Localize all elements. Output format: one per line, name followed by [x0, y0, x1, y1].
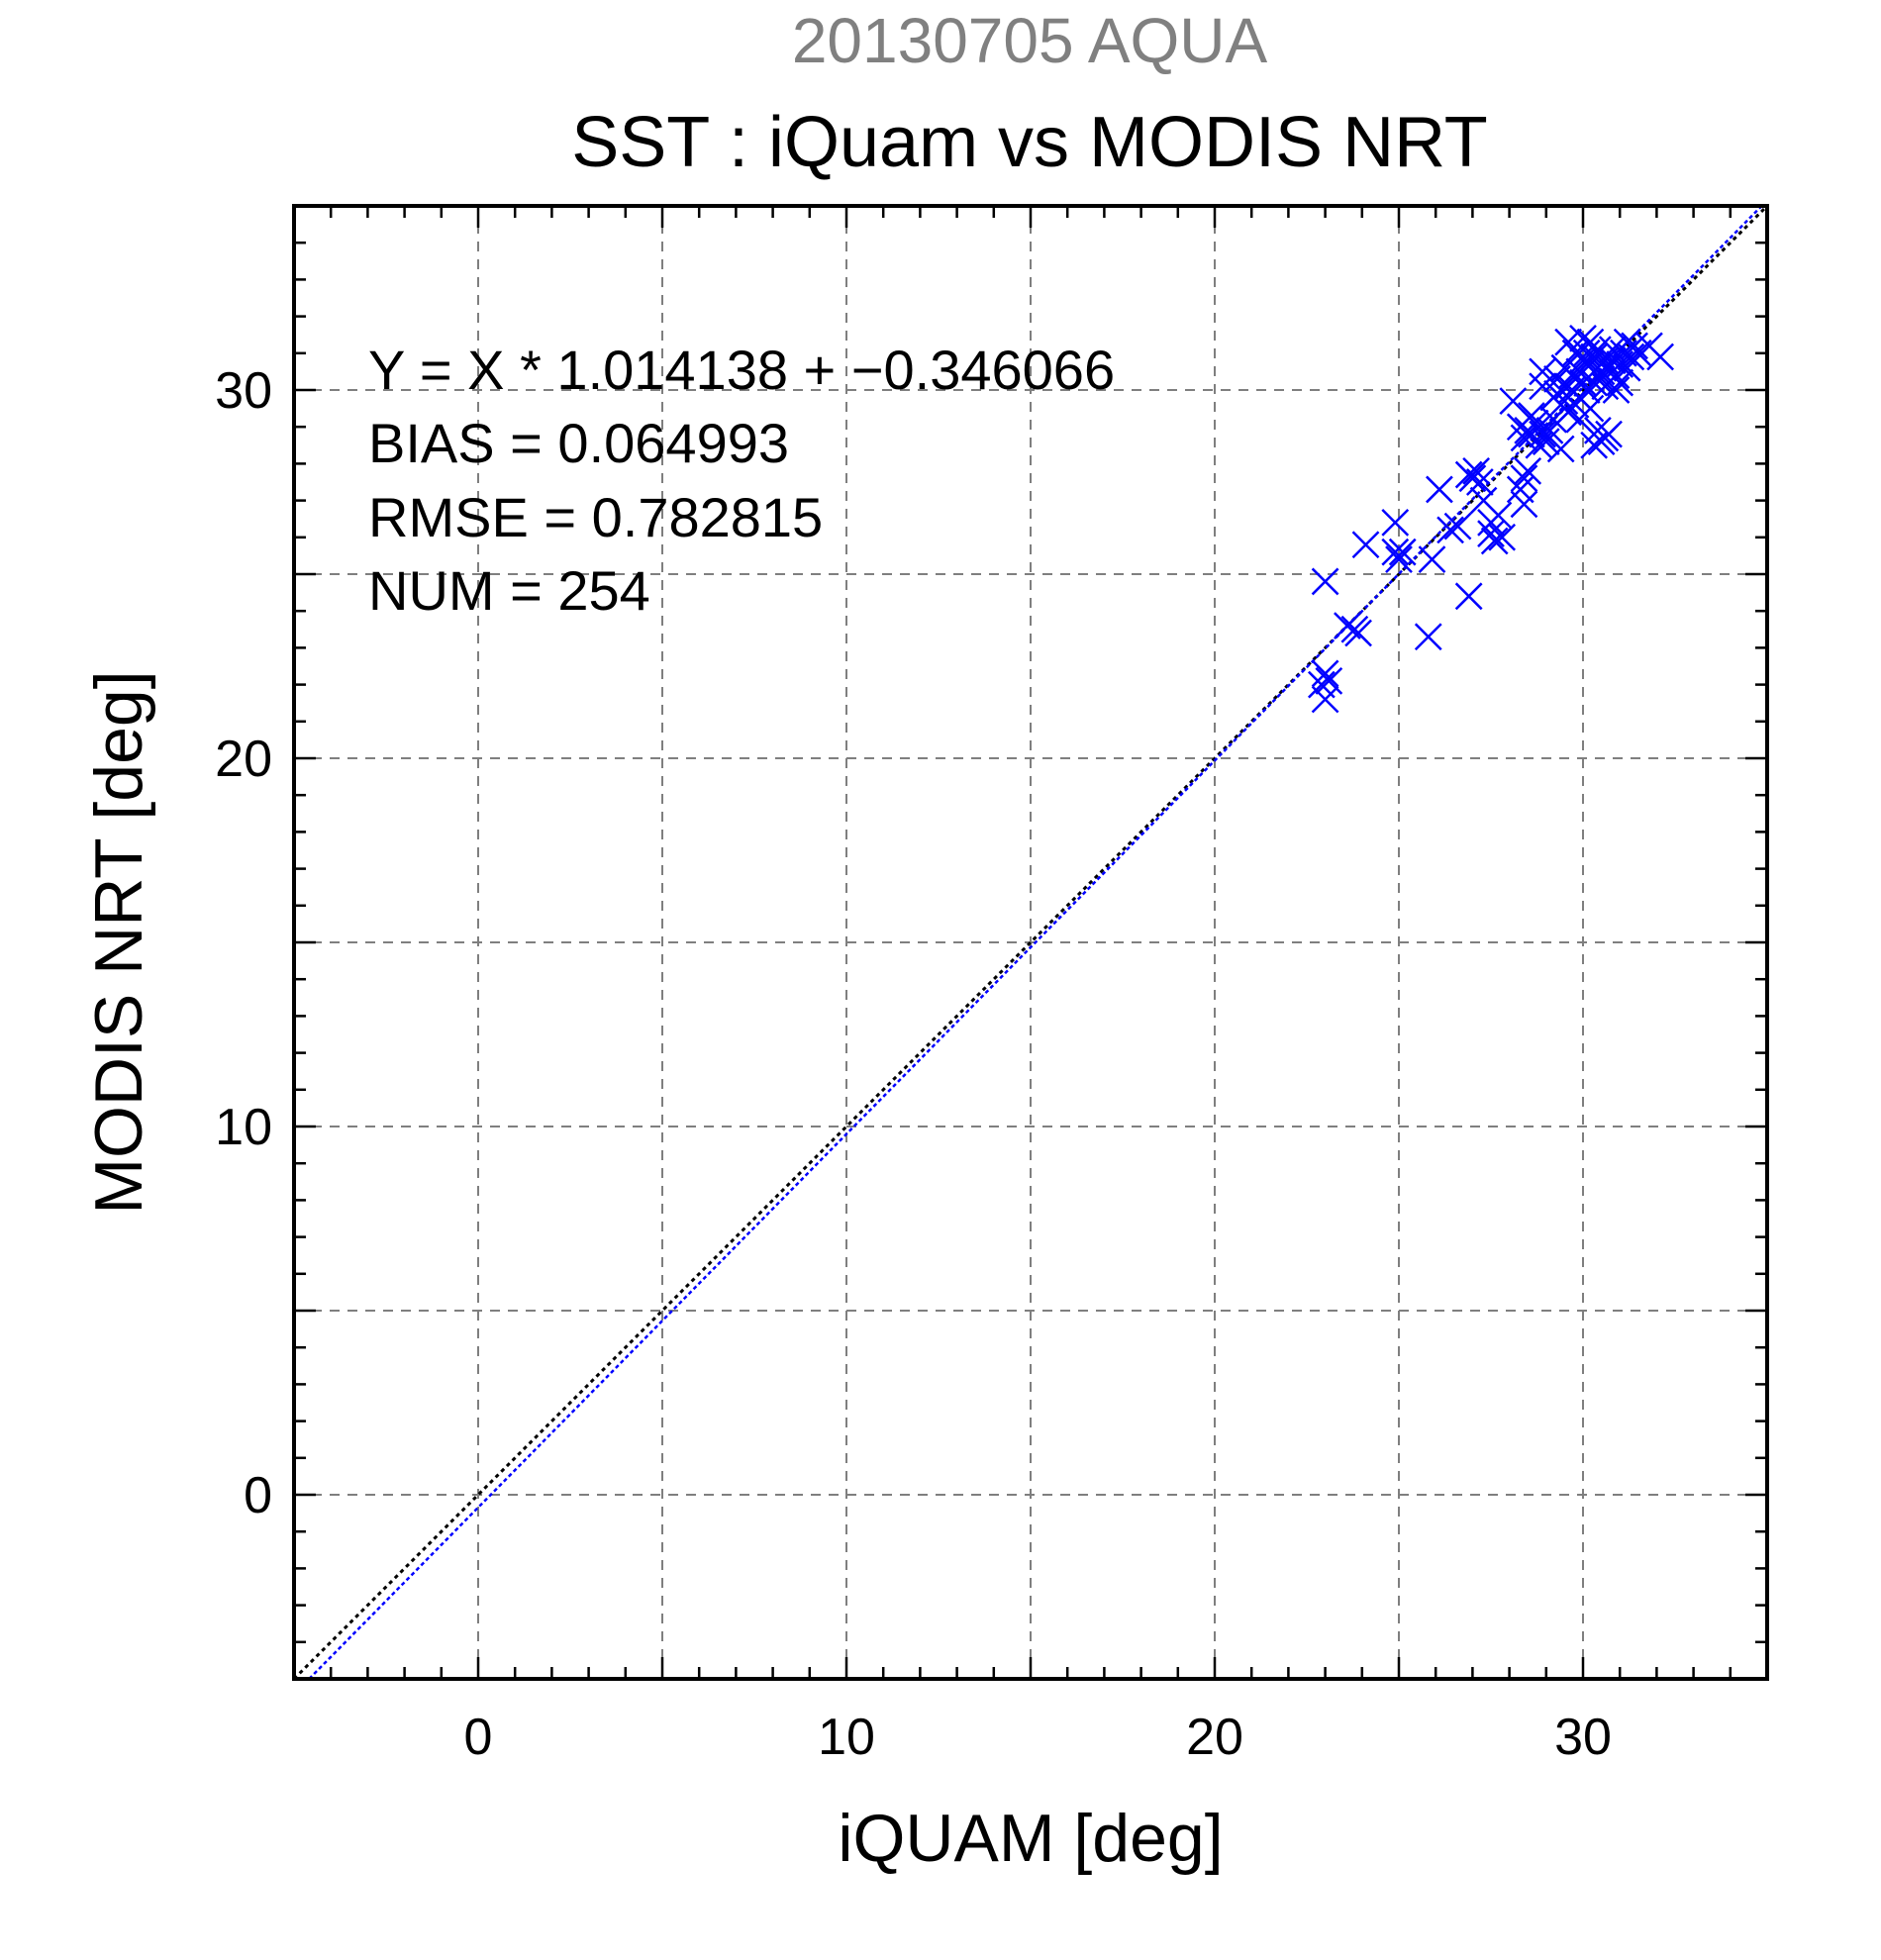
data-point: [1488, 523, 1517, 551]
data-point: [1532, 428, 1560, 455]
data-point: [1436, 516, 1464, 544]
data-point: [1315, 666, 1343, 695]
rmse-value: RMSE = 0.782815: [368, 486, 823, 548]
stats-box: Y = X * 1.014138 + −0.346066 BIAS = 0.06…: [368, 339, 1115, 622]
data-point: [1580, 431, 1609, 459]
data-point: [1514, 456, 1542, 485]
x-tick-label: 20: [1186, 1709, 1243, 1766]
data-point: [1477, 520, 1505, 547]
data-point: [1598, 346, 1627, 375]
data-point: [1543, 364, 1571, 393]
data-point: [1454, 582, 1483, 611]
data-point: [1546, 435, 1575, 463]
chart-title: SST : iQuam vs MODIS NRT: [571, 103, 1488, 182]
data-point: [1381, 538, 1410, 566]
y-axis-label: MODIS NRT [deg]: [81, 670, 156, 1214]
data-point: [1443, 512, 1472, 540]
data-point: [1388, 538, 1417, 566]
data-point: [1529, 420, 1556, 448]
data-point: [1458, 464, 1487, 493]
tick-labels: 0 0 10 10 20 20 30 30: [215, 362, 1612, 1766]
plot-frame: [292, 204, 1769, 1681]
fit-equation: Y = X * 1.014138 + −0.346066: [368, 339, 1115, 401]
data-point: [1311, 567, 1339, 596]
y-tick-label: 30: [215, 362, 272, 420]
data-point: [1385, 545, 1413, 574]
data-point: [1381, 509, 1410, 537]
data-point: [1621, 332, 1648, 360]
x-tick-label: 10: [818, 1709, 875, 1766]
data-point: [1510, 464, 1538, 493]
data-point: [1598, 336, 1627, 363]
data-point: [1311, 685, 1339, 714]
data-points: [1307, 325, 1675, 714]
regression-line: [308, 205, 1763, 1680]
y-tick-label: 10: [215, 1099, 272, 1156]
data-point: [1477, 509, 1505, 537]
data-point: [1529, 357, 1556, 386]
data-point: [1510, 424, 1538, 452]
data-point: [1414, 623, 1442, 651]
data-point: [1595, 420, 1623, 448]
data-point: [1569, 325, 1597, 352]
data-point: [1518, 402, 1545, 430]
data-point: [1539, 405, 1568, 434]
chart-supertitle: 20130705 AQUA: [792, 5, 1268, 76]
data-point: [1602, 376, 1631, 404]
y-tick-label: 0: [244, 1467, 272, 1524]
data-point: [1576, 394, 1605, 423]
data-point: [1587, 364, 1616, 393]
data-point: [1499, 387, 1528, 416]
data-point: [1646, 343, 1675, 371]
data-point: [1462, 456, 1491, 485]
data-point: [1576, 328, 1605, 356]
reference-lines: [292, 204, 1769, 1681]
data-point: [1591, 372, 1620, 401]
bias-value: BIAS = 0.064993: [368, 412, 789, 474]
data-point: [1311, 659, 1339, 688]
data-point: [1344, 619, 1372, 647]
grid-lines: [294, 206, 1767, 1679]
data-point: [1506, 475, 1534, 504]
x-tick-label: 30: [1554, 1709, 1612, 1766]
data-point: [1418, 545, 1446, 574]
data-point: [1613, 328, 1641, 356]
one-to-one-line: [292, 204, 1769, 1681]
x-tick-label: 0: [464, 1709, 493, 1766]
data-point: [1525, 431, 1553, 459]
y-tick-label: 20: [215, 731, 272, 788]
data-point: [1351, 531, 1380, 559]
data-point: [1426, 475, 1453, 504]
num-value: NUM = 254: [368, 559, 650, 622]
data-point: [1613, 353, 1641, 382]
data-point: [1480, 527, 1509, 555]
data-point: [1465, 468, 1494, 496]
x-axis-label: iQUAM [deg]: [838, 1801, 1223, 1876]
data-point: [1580, 368, 1609, 397]
